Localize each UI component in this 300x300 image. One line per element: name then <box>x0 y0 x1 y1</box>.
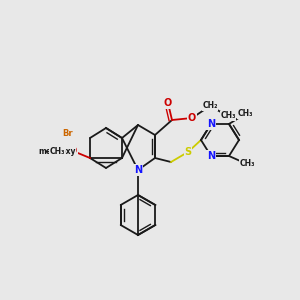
Text: CH₃: CH₃ <box>220 112 236 121</box>
Text: Br: Br <box>63 128 73 137</box>
Text: O: O <box>69 146 77 156</box>
Text: N: N <box>207 151 215 161</box>
Text: S: S <box>184 147 192 157</box>
Text: CH₃: CH₃ <box>239 160 255 169</box>
Text: O: O <box>188 113 196 123</box>
Text: O: O <box>164 98 172 108</box>
Text: CH₂: CH₂ <box>202 101 218 110</box>
Text: methoxy: methoxy <box>38 146 76 155</box>
Text: CH₃: CH₃ <box>49 146 65 155</box>
Text: CH₃: CH₃ <box>237 110 253 118</box>
Text: methoxy: methoxy <box>57 150 63 151</box>
Text: N: N <box>134 165 142 175</box>
Text: N: N <box>207 119 215 129</box>
